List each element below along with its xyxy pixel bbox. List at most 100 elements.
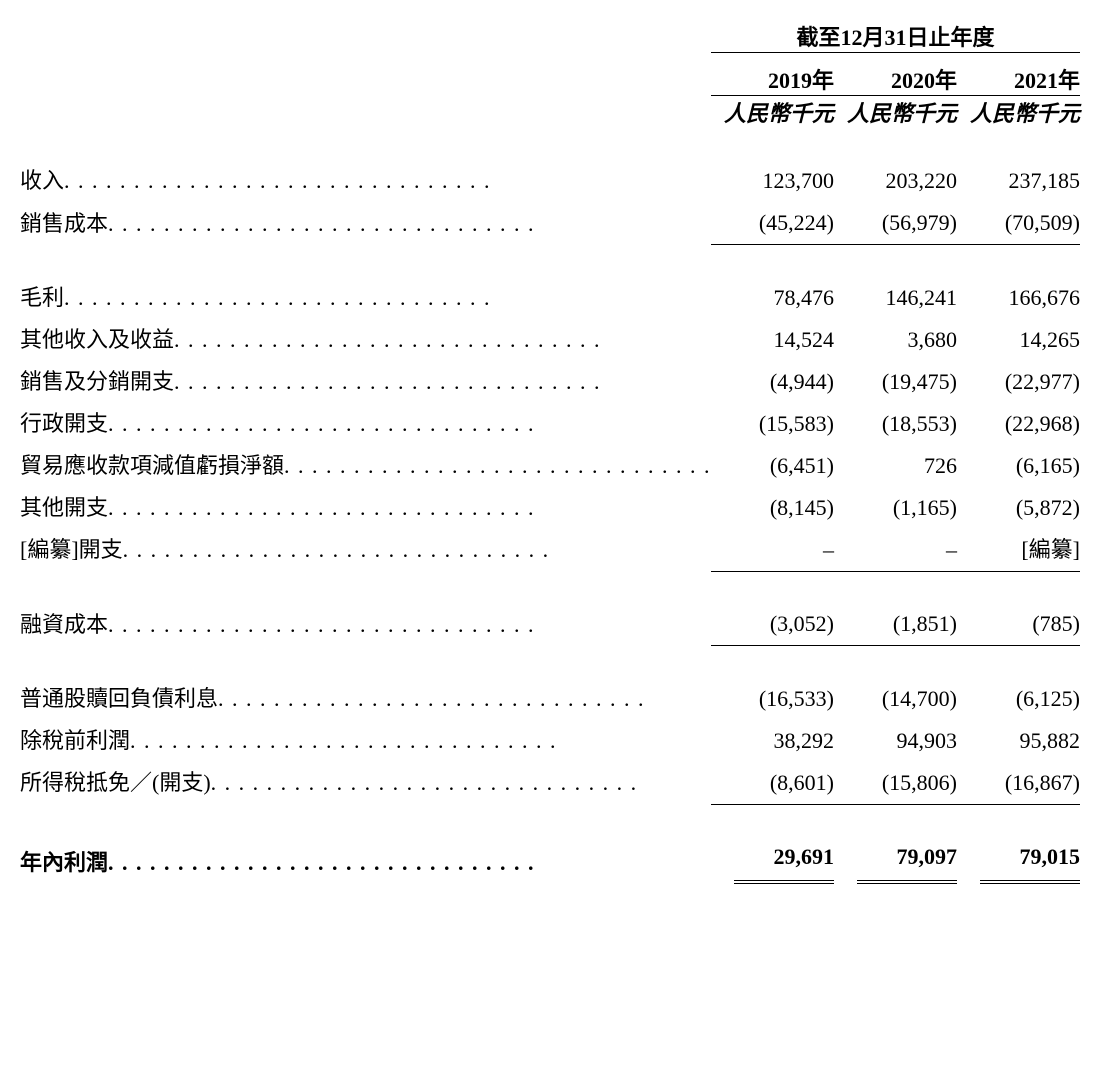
dot-leader: . . . . . . . . . . . . . . . . . . . . … (64, 277, 711, 319)
row-value: 94,903 (834, 720, 957, 762)
row-value: (14,700) (834, 678, 957, 720)
row-label-text: 其他開支 (20, 487, 108, 529)
dot-leader: . . . . . . . . . . . . . . . . . . . . … (108, 203, 711, 245)
year-header-2: 2021年 (957, 53, 1080, 96)
row-label: [編纂]開支 . . . . . . . . . . . . . . . . .… (20, 529, 711, 572)
row-value: 29,691 (711, 836, 834, 884)
dot-leader: . . . . . . . . . . . . . . . . . . . . … (108, 403, 711, 445)
row-label-text: 年內利潤 (20, 842, 108, 884)
table-row: 其他收入及收益 . . . . . . . . . . . . . . . . … (20, 319, 1080, 361)
row-label: 其他收入及收益 . . . . . . . . . . . . . . . . … (20, 319, 711, 361)
row-label: 貿易應收款項減值虧損淨額 . . . . . . . . . . . . . .… (20, 445, 711, 487)
row-value: 95,882 (957, 720, 1080, 762)
dot-leader: . . . . . . . . . . . . . . . . . . . . … (108, 487, 711, 529)
dot-leader: . . . . . . . . . . . . . . . . . . . . … (108, 604, 711, 646)
row-value: – (834, 529, 957, 572)
unit-header-2: 人民幣千元 (957, 96, 1080, 129)
row-value: (18,553) (834, 403, 957, 445)
unit-header-1: 人民幣千元 (834, 96, 957, 129)
row-value: 38,292 (711, 720, 834, 762)
row-value: (15,806) (834, 762, 957, 805)
row-value: (1,165) (834, 487, 957, 529)
row-value: (22,977) (957, 361, 1080, 403)
row-value: 3,680 (834, 319, 957, 361)
year-header-0: 2019年 (711, 53, 834, 96)
header-blank (20, 20, 711, 53)
row-value: (45,224) (711, 202, 834, 245)
dot-leader: . . . . . . . . . . . . . . . . . . . . … (218, 678, 711, 720)
row-label: 毛利 . . . . . . . . . . . . . . . . . . .… (20, 277, 711, 319)
row-label: 年內利潤 . . . . . . . . . . . . . . . . . .… (20, 836, 711, 884)
row-value: (5,872) (957, 487, 1080, 529)
table-row: 收入 . . . . . . . . . . . . . . . . . . .… (20, 160, 1080, 202)
row-value: (4,944) (711, 361, 834, 403)
row-value: (785) (957, 603, 1080, 646)
row-label: 銷售成本 . . . . . . . . . . . . . . . . . .… (20, 202, 711, 245)
table-row: 貿易應收款項減值虧損淨額 . . . . . . . . . . . . . .… (20, 445, 1080, 487)
row-label-text: [編纂]開支 (20, 529, 123, 571)
row-label: 普通股贖回負債利息 . . . . . . . . . . . . . . . … (20, 678, 711, 720)
row-value: (16,533) (711, 678, 834, 720)
row-value: 237,185 (957, 160, 1080, 202)
table-row: 年內利潤 . . . . . . . . . . . . . . . . . .… (20, 836, 1080, 884)
row-value: 123,700 (711, 160, 834, 202)
row-value: – (711, 529, 834, 572)
header-blank-2 (20, 53, 711, 96)
row-label-text: 普通股贖回負債利息 (20, 678, 218, 720)
table-row: 普通股贖回負債利息 . . . . . . . . . . . . . . . … (20, 678, 1080, 720)
table-row: 其他開支 . . . . . . . . . . . . . . . . . .… (20, 487, 1080, 529)
dot-leader: . . . . . . . . . . . . . . . . . . . . … (284, 445, 711, 487)
row-value: (8,145) (711, 487, 834, 529)
table-row (20, 571, 1080, 603)
dot-leader: . . . . . . . . . . . . . . . . . . . . … (108, 842, 711, 884)
table-row: 銷售及分銷開支 . . . . . . . . . . . . . . . . … (20, 361, 1080, 403)
table-row: 所得稅抵免／(開支) . . . . . . . . . . . . . . .… (20, 762, 1080, 805)
unit-header-0: 人民幣千元 (711, 96, 834, 129)
row-label-text: 所得稅抵免／(開支) (20, 762, 211, 804)
row-value: 14,524 (711, 319, 834, 361)
row-value: (16,867) (957, 762, 1080, 805)
table-row: 融資成本 . . . . . . . . . . . . . . . . . .… (20, 603, 1080, 646)
year-header-1: 2020年 (834, 53, 957, 96)
row-label: 其他開支 . . . . . . . . . . . . . . . . . .… (20, 487, 711, 529)
row-value: (15,583) (711, 403, 834, 445)
row-value: (19,475) (834, 361, 957, 403)
table-row (20, 804, 1080, 836)
row-label-text: 銷售及分銷開支 (20, 361, 174, 403)
row-label-text: 融資成本 (20, 604, 108, 646)
row-value: 79,015 (957, 836, 1080, 884)
row-value: [編纂] (957, 529, 1080, 572)
row-label-text: 銷售成本 (20, 203, 108, 245)
row-label: 所得稅抵免／(開支) . . . . . . . . . . . . . . .… (20, 762, 711, 805)
row-value: 79,097 (834, 836, 957, 884)
financial-statements-table: 截至12月31日止年度 2019年 2020年 2021年 人民幣千元 人民幣千… (20, 20, 1080, 884)
row-value: (70,509) (957, 202, 1080, 245)
period-header: 截至12月31日止年度 (711, 20, 1080, 53)
table-row: [編纂]開支 . . . . . . . . . . . . . . . . .… (20, 529, 1080, 572)
table-row: 銷售成本 . . . . . . . . . . . . . . . . . .… (20, 202, 1080, 245)
row-value: (1,851) (834, 603, 957, 646)
dot-leader: . . . . . . . . . . . . . . . . . . . . … (174, 361, 711, 403)
row-value: 203,220 (834, 160, 957, 202)
row-value: 14,265 (957, 319, 1080, 361)
row-value: 166,676 (957, 277, 1080, 319)
row-value: (3,052) (711, 603, 834, 646)
row-value: (6,165) (957, 445, 1080, 487)
table-row: 毛利 . . . . . . . . . . . . . . . . . . .… (20, 277, 1080, 319)
row-value: (8,601) (711, 762, 834, 805)
header-blank-3 (20, 96, 711, 129)
row-label-text: 除稅前利潤 (20, 720, 130, 762)
row-value: (6,451) (711, 445, 834, 487)
table-row (20, 646, 1080, 678)
row-label-text: 收入 (20, 160, 64, 202)
table-row (20, 245, 1080, 277)
row-label-text: 毛利 (20, 277, 64, 319)
row-label: 融資成本 . . . . . . . . . . . . . . . . . .… (20, 603, 711, 646)
row-label: 行政開支 . . . . . . . . . . . . . . . . . .… (20, 403, 711, 445)
dot-leader: . . . . . . . . . . . . . . . . . . . . … (130, 720, 711, 762)
dot-leader: . . . . . . . . . . . . . . . . . . . . … (174, 319, 711, 361)
dot-leader: . . . . . . . . . . . . . . . . . . . . … (123, 529, 711, 571)
row-value: 146,241 (834, 277, 957, 319)
row-value: (6,125) (957, 678, 1080, 720)
row-value: (56,979) (834, 202, 957, 245)
